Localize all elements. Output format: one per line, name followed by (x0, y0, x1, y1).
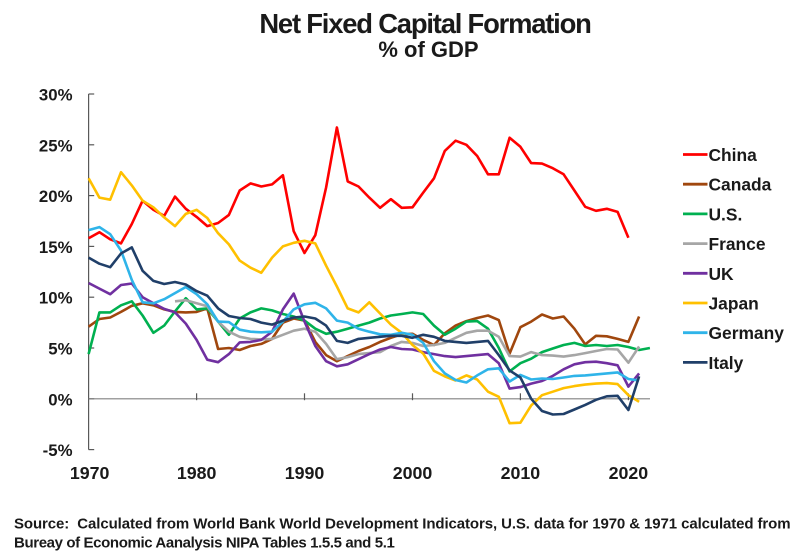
svg-text:% of GDP: % of GDP (378, 37, 478, 62)
svg-text:Bureay of Economic Aanalysis N: Bureay of Economic Aanalysis NIPA Tables… (14, 535, 394, 552)
svg-text:20%: 20% (39, 187, 73, 206)
svg-text:25%: 25% (39, 136, 73, 155)
svg-text:1990: 1990 (285, 463, 325, 483)
svg-text:15%: 15% (39, 238, 73, 257)
svg-text:10%: 10% (39, 289, 73, 308)
svg-text:1970: 1970 (70, 463, 110, 483)
svg-text:China: China (709, 145, 758, 165)
svg-text:0%: 0% (48, 390, 72, 409)
svg-text:30%: 30% (39, 86, 73, 105)
svg-text:U.S.: U.S. (709, 204, 743, 224)
svg-text:UK: UK (709, 264, 735, 284)
svg-text:2000: 2000 (393, 463, 433, 483)
svg-text:Canada: Canada (709, 175, 772, 195)
svg-text:France: France (709, 234, 766, 254)
svg-text:Net Fixed Capital Formation: Net Fixed Capital Formation (259, 8, 591, 39)
svg-text:Japan: Japan (709, 294, 759, 314)
svg-text:Italy: Italy (709, 353, 744, 373)
svg-text:Source: Calculated from World: Source: Calculated from World Bank World… (14, 516, 790, 533)
svg-text:2020: 2020 (609, 463, 649, 483)
svg-text:2010: 2010 (501, 463, 541, 483)
svg-text:5%: 5% (48, 340, 72, 359)
svg-text:-5%: -5% (43, 441, 73, 460)
svg-text:Germany: Germany (709, 323, 785, 343)
svg-text:1980: 1980 (177, 463, 217, 483)
